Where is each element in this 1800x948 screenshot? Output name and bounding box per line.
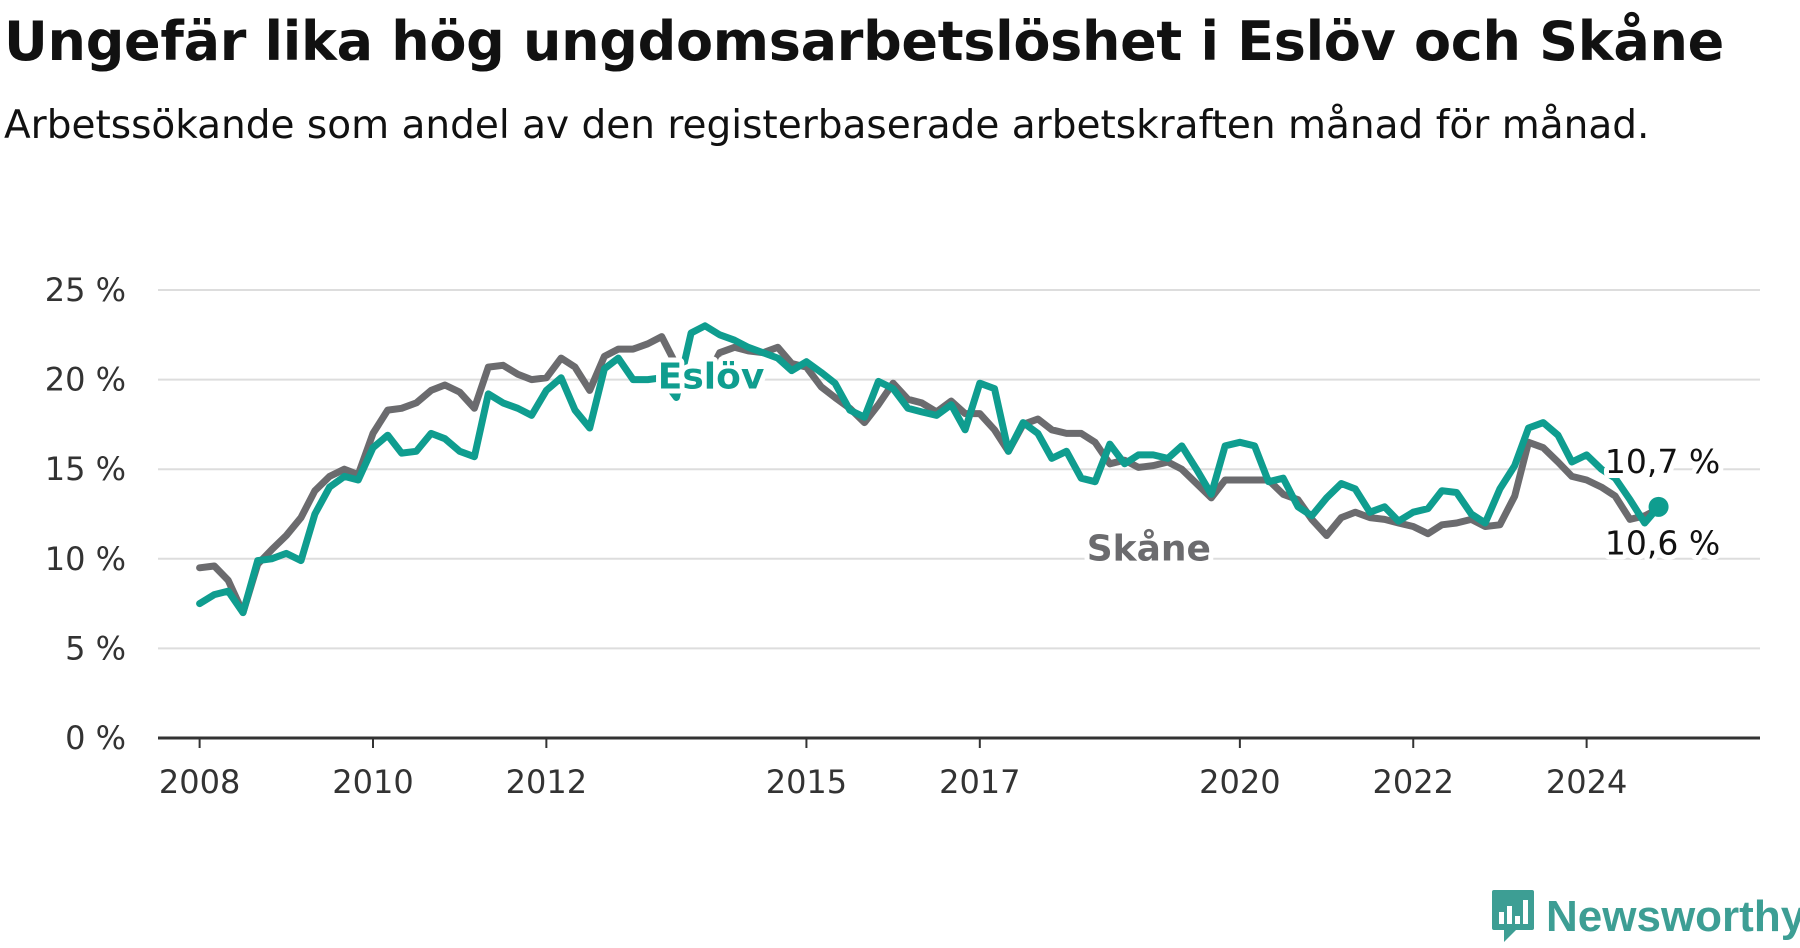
eslov-series-label: Eslöv [658, 357, 765, 398]
eslov-end-label-halo: 10,7 % [1605, 442, 1720, 481]
x-tick-label: 2020 [1199, 763, 1280, 801]
x-tick-label: 2008 [159, 763, 240, 801]
newsworthy-logo: Newsworthy [1490, 888, 1800, 946]
series-line-eslov [196, 322, 1663, 617]
y-tick-label: 5 % [65, 629, 126, 667]
skane-end-label: 10,6 % [1605, 524, 1720, 563]
y-tick-label: 20 % [45, 361, 126, 399]
y-tick-label: 10 % [45, 540, 126, 578]
eslov-end-label: 10,7 % [1605, 442, 1720, 481]
x-tick-label: 2012 [506, 763, 587, 801]
series-lines [196, 322, 1663, 617]
chart-title: Ungefär lika hög ungdomsarbetslöshet i E… [4, 10, 1724, 73]
newsworthy-logo-text: Newsworthy [1546, 892, 1800, 941]
chart-subtitle: Arbetssökande som andel av den registerb… [4, 103, 1650, 148]
x-axis-ticks: 2008 2010 2012 2015 2017 2020 2022 2024 [159, 738, 1627, 801]
skane-end-label-halo: 10,6 % [1605, 524, 1720, 563]
x-tick-label: 2022 [1373, 763, 1454, 801]
y-axis-ticks: 0 % 5 % 10 % 15 % 20 % 25 % [45, 271, 126, 757]
skane-series-label-halo: Skåne [1087, 529, 1211, 570]
series-labels: 10,7 %10,7 %10,6 %10,6 %EslövEslövSkåneS… [653, 352, 1725, 575]
newsworthy-logo-icon [1492, 890, 1534, 942]
skane-series-label: Skåne [1087, 529, 1211, 570]
x-tick-label: 2015 [766, 763, 847, 801]
x-tick-label: 2010 [332, 763, 413, 801]
y-tick-label: 0 % [65, 719, 126, 757]
y-tick-label: 25 % [45, 271, 126, 309]
grid-lines [158, 289, 1760, 650]
x-tick-label: 2017 [939, 763, 1020, 801]
series-line-skane [196, 333, 1663, 617]
eslov-series-label-halo: Eslöv [658, 357, 765, 398]
y-tick-label: 15 % [45, 450, 126, 488]
x-tick-label: 2024 [1546, 763, 1627, 801]
eslov-end-point [1648, 496, 1669, 517]
